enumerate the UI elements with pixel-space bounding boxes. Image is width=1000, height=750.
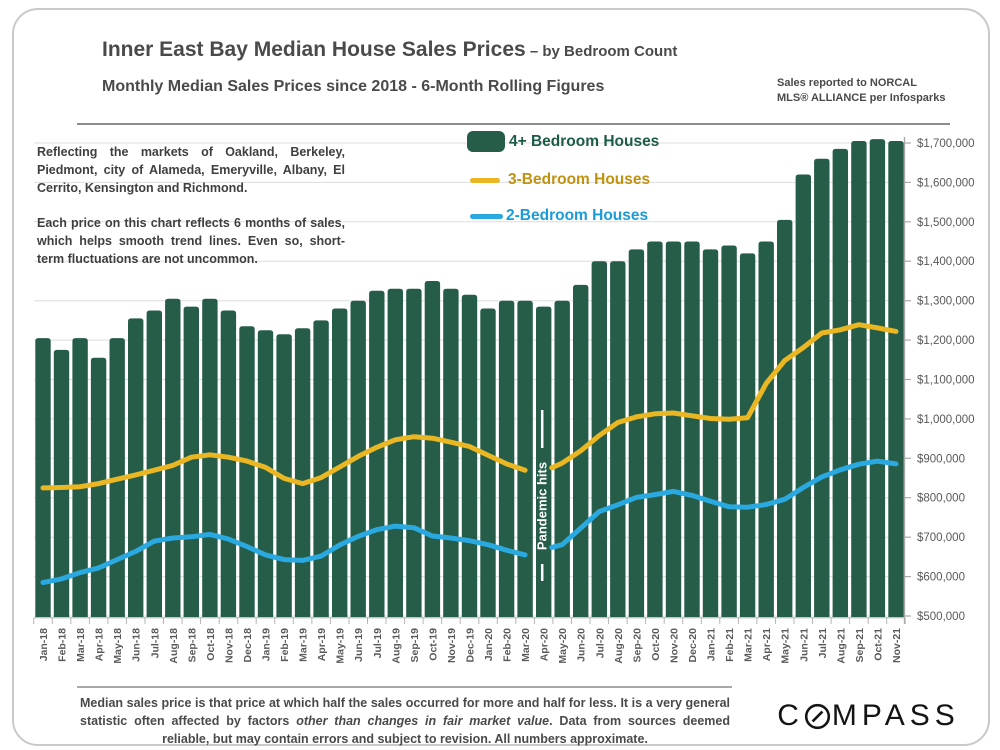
svg-text:$800,000: $800,000 <box>917 493 965 505</box>
line-swatch-icon <box>470 213 503 219</box>
svg-text:$1,000,000: $1,000,000 <box>917 414 975 426</box>
svg-text:Mar-18: Mar-18 <box>75 628 87 662</box>
svg-text:Sep-18: Sep-18 <box>186 628 198 663</box>
svg-text:Nov-19: Nov-19 <box>446 628 458 663</box>
svg-text:Jan-20: Jan-20 <box>483 628 495 661</box>
svg-text:$1,500,000: $1,500,000 <box>917 217 975 229</box>
svg-text:Jan-19: Jan-19 <box>261 628 273 661</box>
svg-text:Nov-21: Nov-21 <box>891 628 903 663</box>
legend-label: 3-Bedroom Houses <box>508 171 651 188</box>
svg-text:Mar-20: Mar-20 <box>520 628 532 662</box>
svg-text:Mar-19: Mar-19 <box>298 628 310 662</box>
disclaimer-part1: Median sales price is that price at whic… <box>80 696 730 728</box>
svg-text:Mar-21: Mar-21 <box>743 628 755 662</box>
disclaimer-italic: other than changes in fair market value <box>296 714 550 728</box>
svg-text:Jul-18: Jul-18 <box>149 628 161 659</box>
source-note-line2: MLS® ALLIANCE per Infosparks <box>777 92 946 104</box>
svg-text:Dec-18: Dec-18 <box>242 628 254 663</box>
pandemic-annotation: Pandemic hits <box>535 462 550 550</box>
legend-item-3-bedroom: 3-Bedroom Houses <box>470 171 650 189</box>
legend-label: 4+ Bedroom Houses <box>509 132 660 150</box>
logo-letter-c: C <box>777 699 804 732</box>
source-note-line1: Sales reported to NORCAL <box>777 77 917 89</box>
source-note: Sales reported to NORCAL MLS® ALLIANCE p… <box>777 76 977 106</box>
svg-text:Oct-21: Oct-21 <box>872 628 884 661</box>
svg-text:Jan-21: Jan-21 <box>706 628 718 661</box>
svg-text:Jun-19: Jun-19 <box>353 628 365 662</box>
svg-text:Jun-20: Jun-20 <box>576 628 588 662</box>
svg-text:Apr-18: Apr-18 <box>94 628 106 661</box>
svg-text:Feb-18: Feb-18 <box>57 628 69 662</box>
svg-text:$1,200,000: $1,200,000 <box>917 335 975 347</box>
svg-text:Jun-18: Jun-18 <box>131 628 143 662</box>
svg-text:Jun-21: Jun-21 <box>798 628 810 662</box>
svg-text:Jul-19: Jul-19 <box>372 628 384 659</box>
svg-text:Nov-18: Nov-18 <box>223 628 235 663</box>
svg-text:$1,600,000: $1,600,000 <box>917 177 975 189</box>
svg-text:May-19: May-19 <box>335 628 347 664</box>
page-subtitle: Monthly Median Sales Prices since 2018 -… <box>102 78 605 95</box>
svg-text:Jan-18: Jan-18 <box>38 628 50 661</box>
logo-letters-mpass: MPASS <box>831 699 960 732</box>
market-description: Reflecting the markets of Oakland, Berke… <box>37 143 345 285</box>
svg-text:$1,300,000: $1,300,000 <box>917 296 975 308</box>
svg-text:Sep-19: Sep-19 <box>409 628 421 663</box>
title-suffix: – by Bedroom Count <box>525 43 678 60</box>
svg-text:$600,000: $600,000 <box>917 572 965 584</box>
svg-text:Apr-21: Apr-21 <box>761 628 773 661</box>
legend-item-2-bedroom: 2-Bedroom Houses <box>470 207 648 225</box>
svg-text:May-18: May-18 <box>112 628 124 664</box>
line-swatch-icon <box>470 177 500 183</box>
compass-logo: C MPASS <box>766 696 971 736</box>
svg-text:Aug-21: Aug-21 <box>835 628 847 664</box>
disclaimer-part2: . Data from sources deemed reliable, but… <box>162 714 730 746</box>
svg-text:Apr-20: Apr-20 <box>539 628 551 661</box>
svg-text:Feb-19: Feb-19 <box>279 628 291 662</box>
svg-text:May-21: May-21 <box>780 628 792 664</box>
title-main: Inner East Bay Median House Sales Prices <box>102 38 526 61</box>
description-paragraph-2: Each price on this chart reflects 6 mont… <box>37 216 345 266</box>
svg-text:$700,000: $700,000 <box>917 532 965 544</box>
svg-text:$1,700,000: $1,700,000 <box>917 138 975 150</box>
svg-text:Oct-19: Oct-19 <box>427 628 439 661</box>
svg-text:Apr-19: Apr-19 <box>316 628 328 661</box>
svg-text:Jul-20: Jul-20 <box>594 628 606 659</box>
svg-text:Oct-20: Oct-20 <box>650 628 662 661</box>
page-title: Inner East Bay Median House Sales Prices… <box>102 38 677 62</box>
compass-logo-text: C MPASS <box>777 699 959 733</box>
compass-slashed-o-icon <box>804 703 831 729</box>
header-divider <box>77 123 950 125</box>
svg-text:Aug-19: Aug-19 <box>390 628 402 664</box>
svg-text:$1,100,000: $1,100,000 <box>917 375 975 387</box>
description-paragraph-1: Reflecting the markets of Oakland, Berke… <box>37 145 345 195</box>
chart-canvas: $500,000 $600,000 $700,000 $800,000 $900,000… <box>33 137 975 664</box>
chart-card: $500,000 $600,000 $700,000 $800,000 $900,000… <box>12 8 990 746</box>
svg-text:Sep-20: Sep-20 <box>631 628 643 663</box>
svg-text:$500,000: $500,000 <box>917 611 965 623</box>
svg-text:Jul-21: Jul-21 <box>817 628 829 659</box>
disclaimer-text: Median sales price is that price at whic… <box>80 694 730 748</box>
svg-text:$1,400,000: $1,400,000 <box>917 256 975 268</box>
svg-text:Dec-20: Dec-20 <box>687 628 699 663</box>
bar-swatch-icon <box>467 131 505 152</box>
svg-text:Aug-18: Aug-18 <box>168 628 180 664</box>
svg-text:Oct-18: Oct-18 <box>205 628 217 661</box>
svg-text:Sep-21: Sep-21 <box>854 628 866 663</box>
svg-text:Aug-20: Aug-20 <box>613 628 625 664</box>
svg-text:Feb-21: Feb-21 <box>724 628 736 662</box>
svg-text:Feb-20: Feb-20 <box>502 628 514 662</box>
svg-text:Dec-19: Dec-19 <box>465 628 477 663</box>
legend-label: 2-Bedroom Houses <box>506 207 649 224</box>
svg-text:May-20: May-20 <box>557 628 569 664</box>
svg-text:Nov-20: Nov-20 <box>669 628 681 663</box>
legend-item-4plus-bedroom: 4+ Bedroom Houses <box>467 131 659 152</box>
footer-divider <box>77 686 732 688</box>
svg-text:$900,000: $900,000 <box>917 453 965 465</box>
